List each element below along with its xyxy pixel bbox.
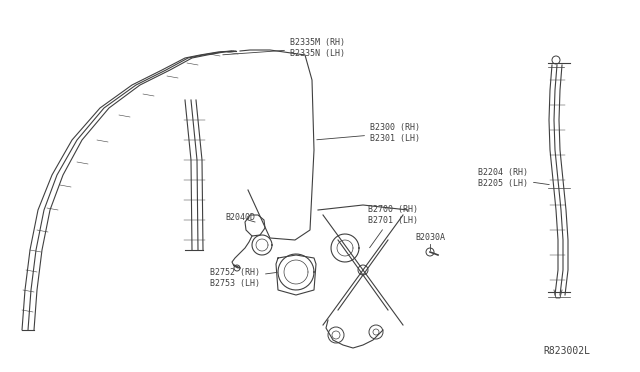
Text: B2752 (RH)
B2753 (LH): B2752 (RH) B2753 (LH) [210,268,277,288]
Text: B2030A: B2030A [415,234,445,243]
Text: B2204 (RH)
B2205 (LH): B2204 (RH) B2205 (LH) [478,168,549,188]
Text: R823002L: R823002L [543,346,590,356]
Text: B2040D: B2040D [225,214,255,222]
Text: B2700 (RH)
B2701 (LH): B2700 (RH) B2701 (LH) [368,205,418,248]
Text: B2335M (RH)
B2335N (LH): B2335M (RH) B2335N (LH) [223,38,345,58]
Text: B2300 (RH)
B2301 (LH): B2300 (RH) B2301 (LH) [317,123,420,143]
